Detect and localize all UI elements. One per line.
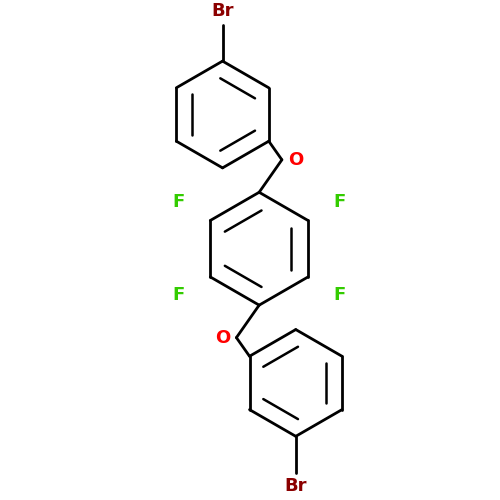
Text: F: F: [334, 286, 346, 304]
Text: F: F: [334, 193, 346, 211]
Text: O: O: [288, 151, 303, 169]
Text: O: O: [215, 328, 230, 346]
Text: Br: Br: [284, 478, 307, 496]
Text: Br: Br: [212, 2, 234, 20]
Text: F: F: [172, 193, 184, 211]
Text: F: F: [172, 286, 184, 304]
